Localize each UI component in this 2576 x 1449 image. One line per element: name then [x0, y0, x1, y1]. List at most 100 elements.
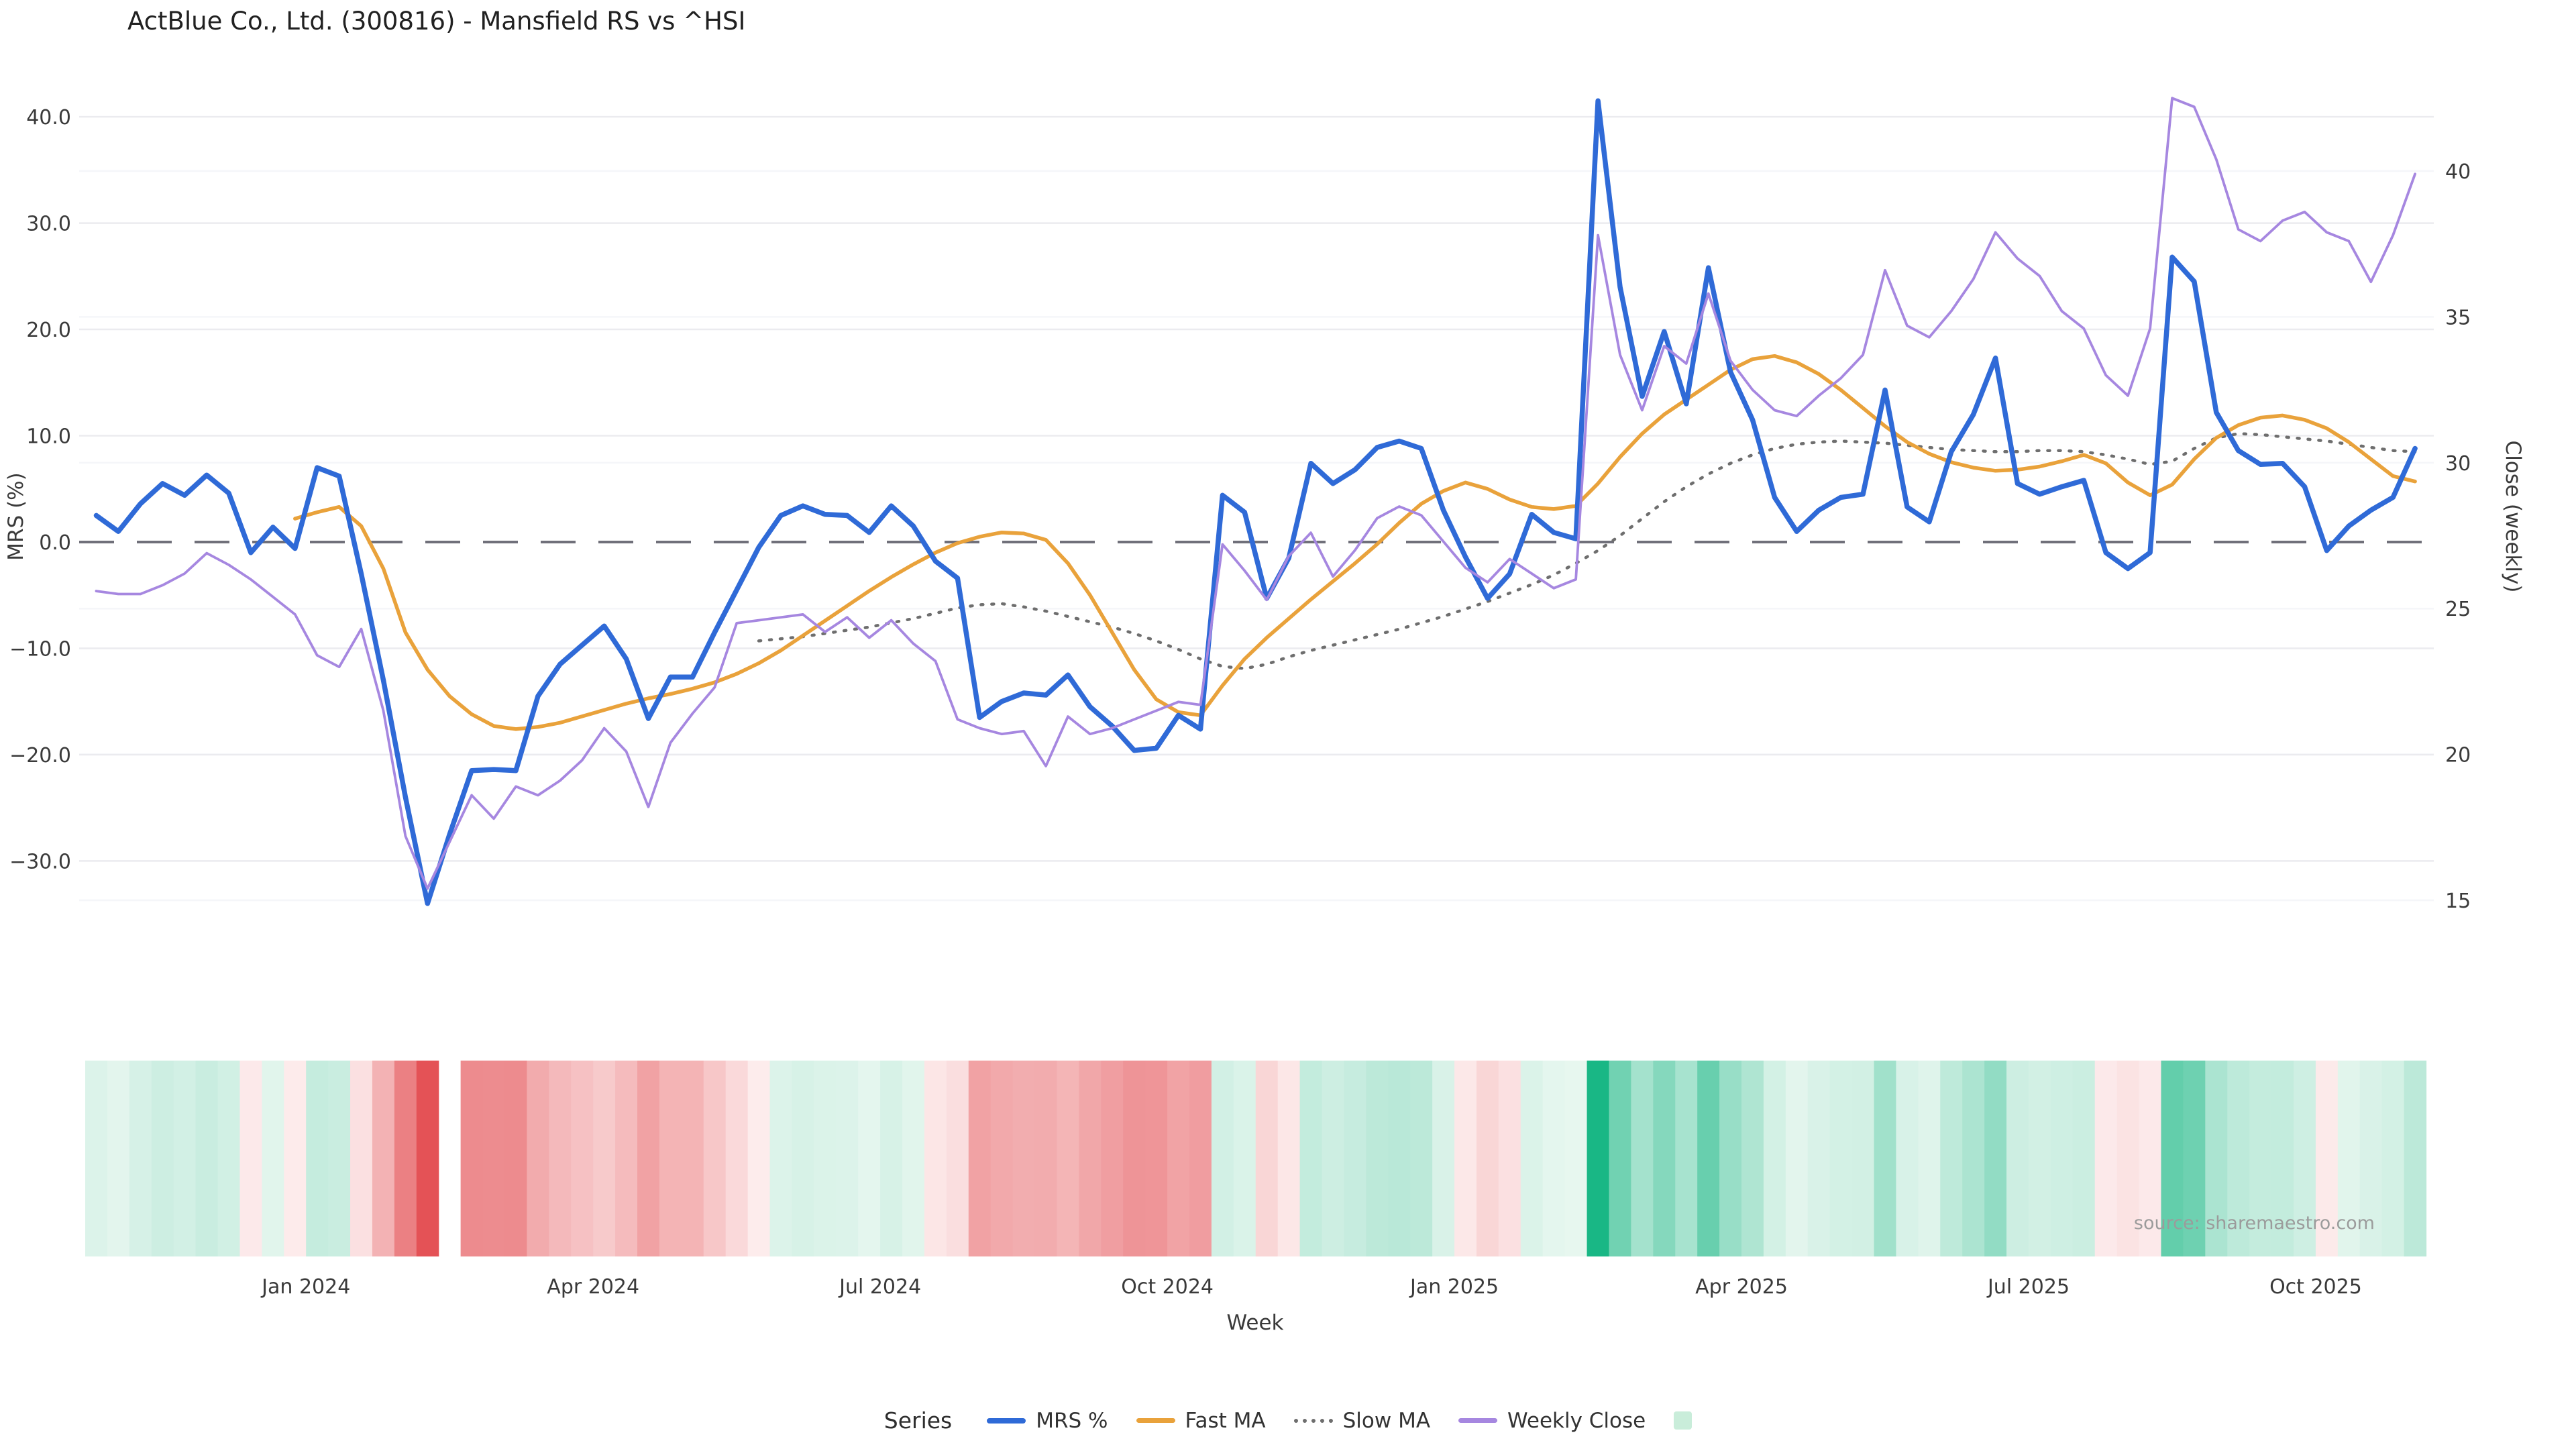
heat-cell — [1896, 1061, 1919, 1256]
heat-cell — [1719, 1061, 1742, 1256]
heat-cell — [593, 1061, 616, 1256]
heat-cell — [372, 1061, 395, 1256]
heat-cell — [2249, 1061, 2272, 1256]
heat-cell — [792, 1061, 814, 1256]
heat-cell — [1542, 1061, 1566, 1256]
heat-cell — [2359, 1061, 2383, 1256]
x-axis-title: Week — [1227, 1311, 1284, 1335]
heat-cell — [1322, 1061, 1345, 1256]
heat-cell — [1034, 1061, 1058, 1256]
x-tick-label: Jan 2024 — [260, 1275, 350, 1299]
heat-cell — [151, 1061, 174, 1256]
heat-cell — [681, 1061, 704, 1256]
series-line-slow-ma — [757, 432, 2417, 670]
heat-cell — [946, 1061, 969, 1256]
legend-item-fast-ma: Fast MA — [1136, 1409, 1266, 1433]
legend-item-heatmap-swatch — [1674, 1411, 1693, 1430]
series-line-fast-ma — [293, 354, 2417, 731]
heat-cell — [1807, 1061, 1831, 1256]
heat-cell — [2381, 1061, 2405, 1256]
heat-cell — [1211, 1061, 1234, 1256]
heat-cell — [924, 1061, 947, 1256]
heat-cell — [1410, 1061, 1433, 1256]
heat-cell — [1653, 1061, 1676, 1256]
series-line-weekly-close — [95, 97, 2416, 890]
heat-cell — [129, 1061, 152, 1256]
heat-cell — [2271, 1061, 2294, 1256]
heat-cell — [2205, 1061, 2228, 1256]
x-tick-label: Oct 2024 — [1121, 1275, 1214, 1299]
legend-item-label: Weekly Close — [1507, 1408, 1646, 1433]
y-right-tick-label: 25 — [2445, 598, 2471, 621]
x-tick-label: Jul 2024 — [838, 1275, 921, 1299]
heat-cell — [2094, 1061, 2118, 1256]
heat-cell — [1101, 1061, 1124, 1256]
x-tick-label: Apr 2024 — [547, 1275, 639, 1299]
heat-cell — [703, 1061, 727, 1256]
heat-cell — [1498, 1061, 1521, 1256]
y-left-tick-label: −10.0 — [9, 637, 71, 661]
heat-cell — [1763, 1061, 1786, 1256]
x-tick-label: Jan 2025 — [1409, 1275, 1499, 1299]
heat-cell — [239, 1061, 262, 1256]
heat-cell — [615, 1061, 638, 1256]
y-right-tick-label: 15 — [2445, 890, 2471, 913]
heat-cell — [571, 1061, 594, 1256]
y-left-tick-label: −20.0 — [9, 744, 71, 767]
legend-line-sample — [1458, 1418, 1498, 1423]
heat-cell — [504, 1061, 527, 1256]
heat-cell — [1079, 1061, 1102, 1256]
heat-cell — [2072, 1061, 2096, 1256]
heat-cell — [1918, 1061, 1941, 1256]
y-right-axis-title: Close (weekly) — [2501, 441, 2525, 593]
heat-cell — [2227, 1061, 2250, 1256]
y-left-tick-label: 10.0 — [26, 425, 71, 449]
y-right-tick-label: 40 — [2445, 160, 2471, 184]
heat-cell — [85, 1061, 108, 1256]
heat-cell — [1785, 1061, 1809, 1256]
y-left-tick-label: 30.0 — [26, 213, 71, 236]
heat-cell — [1587, 1061, 1610, 1256]
x-tick-label: Oct 2025 — [2269, 1275, 2362, 1299]
heat-cell — [2315, 1061, 2339, 1256]
heat-cell — [2028, 1061, 2051, 1256]
heat-cell — [1277, 1061, 1301, 1256]
heat-cell — [1631, 1061, 1654, 1256]
legend-line-sample — [1136, 1418, 1175, 1423]
heat-cell — [1454, 1061, 1477, 1256]
heat-cell — [1476, 1061, 1499, 1256]
heat-cell — [1962, 1061, 1985, 1256]
heat-cell — [637, 1061, 660, 1256]
heat-cell — [1697, 1061, 1720, 1256]
y-right-tick-label: 30 — [2445, 452, 2471, 476]
heat-cell — [460, 1061, 484, 1256]
heat-cell — [725, 1061, 749, 1256]
legend-item-mrs-: MRS % — [987, 1409, 1108, 1433]
heat-cell — [659, 1061, 682, 1256]
heat-cell — [769, 1061, 793, 1256]
y-left-tick-label: −30.0 — [9, 850, 71, 873]
y-left-tick-label: 20.0 — [26, 319, 71, 342]
heat-cell — [990, 1061, 1014, 1256]
heat-cell — [1145, 1061, 1168, 1256]
heat-cell — [836, 1061, 859, 1256]
heat-cell — [1344, 1061, 1366, 1256]
heat-cell — [2139, 1061, 2162, 1256]
heat-cell — [1012, 1061, 1036, 1256]
heat-cell — [2050, 1061, 2074, 1256]
heat-cell — [1388, 1061, 1411, 1256]
heat-cell — [350, 1061, 373, 1256]
heat-cell — [1940, 1061, 1963, 1256]
heat-cell — [482, 1061, 506, 1256]
heat-cell — [416, 1061, 439, 1256]
y-left-tick-label: 40.0 — [26, 106, 71, 129]
series-line-mrs- — [93, 98, 2418, 906]
heat-cell — [1299, 1061, 1323, 1256]
heat-cell — [1233, 1061, 1256, 1256]
heat-cell — [1984, 1061, 2007, 1256]
heat-cell — [1609, 1061, 1631, 1256]
heat-cell — [1851, 1061, 1875, 1256]
heat-cell — [2337, 1061, 2361, 1256]
chart-title: ActBlue Co., Ltd. (300816) - Mansfield R… — [127, 7, 746, 36]
